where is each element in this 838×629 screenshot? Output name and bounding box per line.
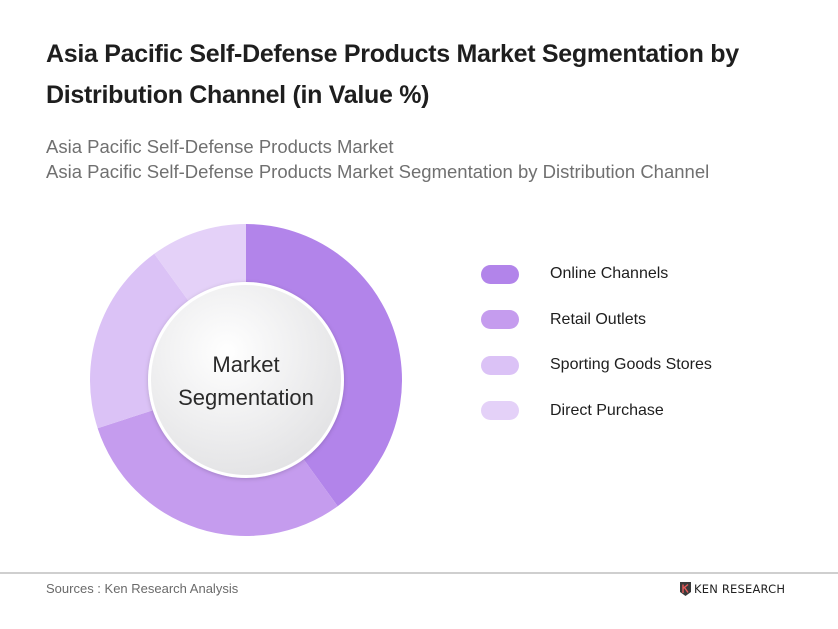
subtitle-line-1: Asia Pacific Self-Defense Products Marke… [46, 136, 394, 157]
legend-item-direct-purchase[interactable]: Direct Purchase [481, 398, 712, 424]
ken-research-logo-icon [680, 582, 691, 596]
legend-label: Direct Purchase [550, 401, 664, 419]
legend-swatch-icon [481, 310, 519, 329]
brand-name: KEN RESEARCH [694, 582, 786, 596]
center-label-line-2: Segmentation [178, 385, 314, 410]
legend-item-online-channels[interactable]: Online Channels [481, 261, 712, 287]
donut-segment-direct-purchase[interactable] [154, 224, 246, 302]
legend-swatch-icon [481, 355, 519, 375]
legend-swatch-icon [481, 401, 519, 420]
legend-label: Retail Outlets [550, 310, 647, 328]
chart-legend: Online Channels Retail Outlets Sporting … [481, 261, 712, 443]
footer-divider [0, 572, 838, 574]
chart-title: Asia Pacific Self-Defense Products Marke… [46, 40, 739, 109]
legend-item-sporting-goods-stores[interactable]: Sporting Goods Stores [481, 352, 712, 378]
legend-label: Sporting Goods Stores [550, 356, 712, 373]
center-label-line-1: Market [212, 352, 279, 377]
donut-segment-online-channels[interactable] [246, 224, 403, 507]
donut-chart: Market Segmentation [90, 224, 403, 537]
donut-center [151, 285, 341, 475]
legend-swatch-icon [481, 264, 519, 284]
source-note: Sources : Ken Research Analysis [46, 581, 239, 596]
subtitle-line-2: Asia Pacific Self-Defense Products Marke… [46, 161, 710, 182]
chart-subtitle: Asia Pacific Self-Defense Products Marke… [46, 134, 709, 184]
legend-label: Online Channels [550, 265, 669, 282]
donut-segment-sporting-goods-stores[interactable] [90, 253, 189, 429]
brand-logo: KEN RESEARCH [680, 582, 785, 596]
legend-item-retail-outlets[interactable]: Retail Outlets [481, 307, 712, 333]
